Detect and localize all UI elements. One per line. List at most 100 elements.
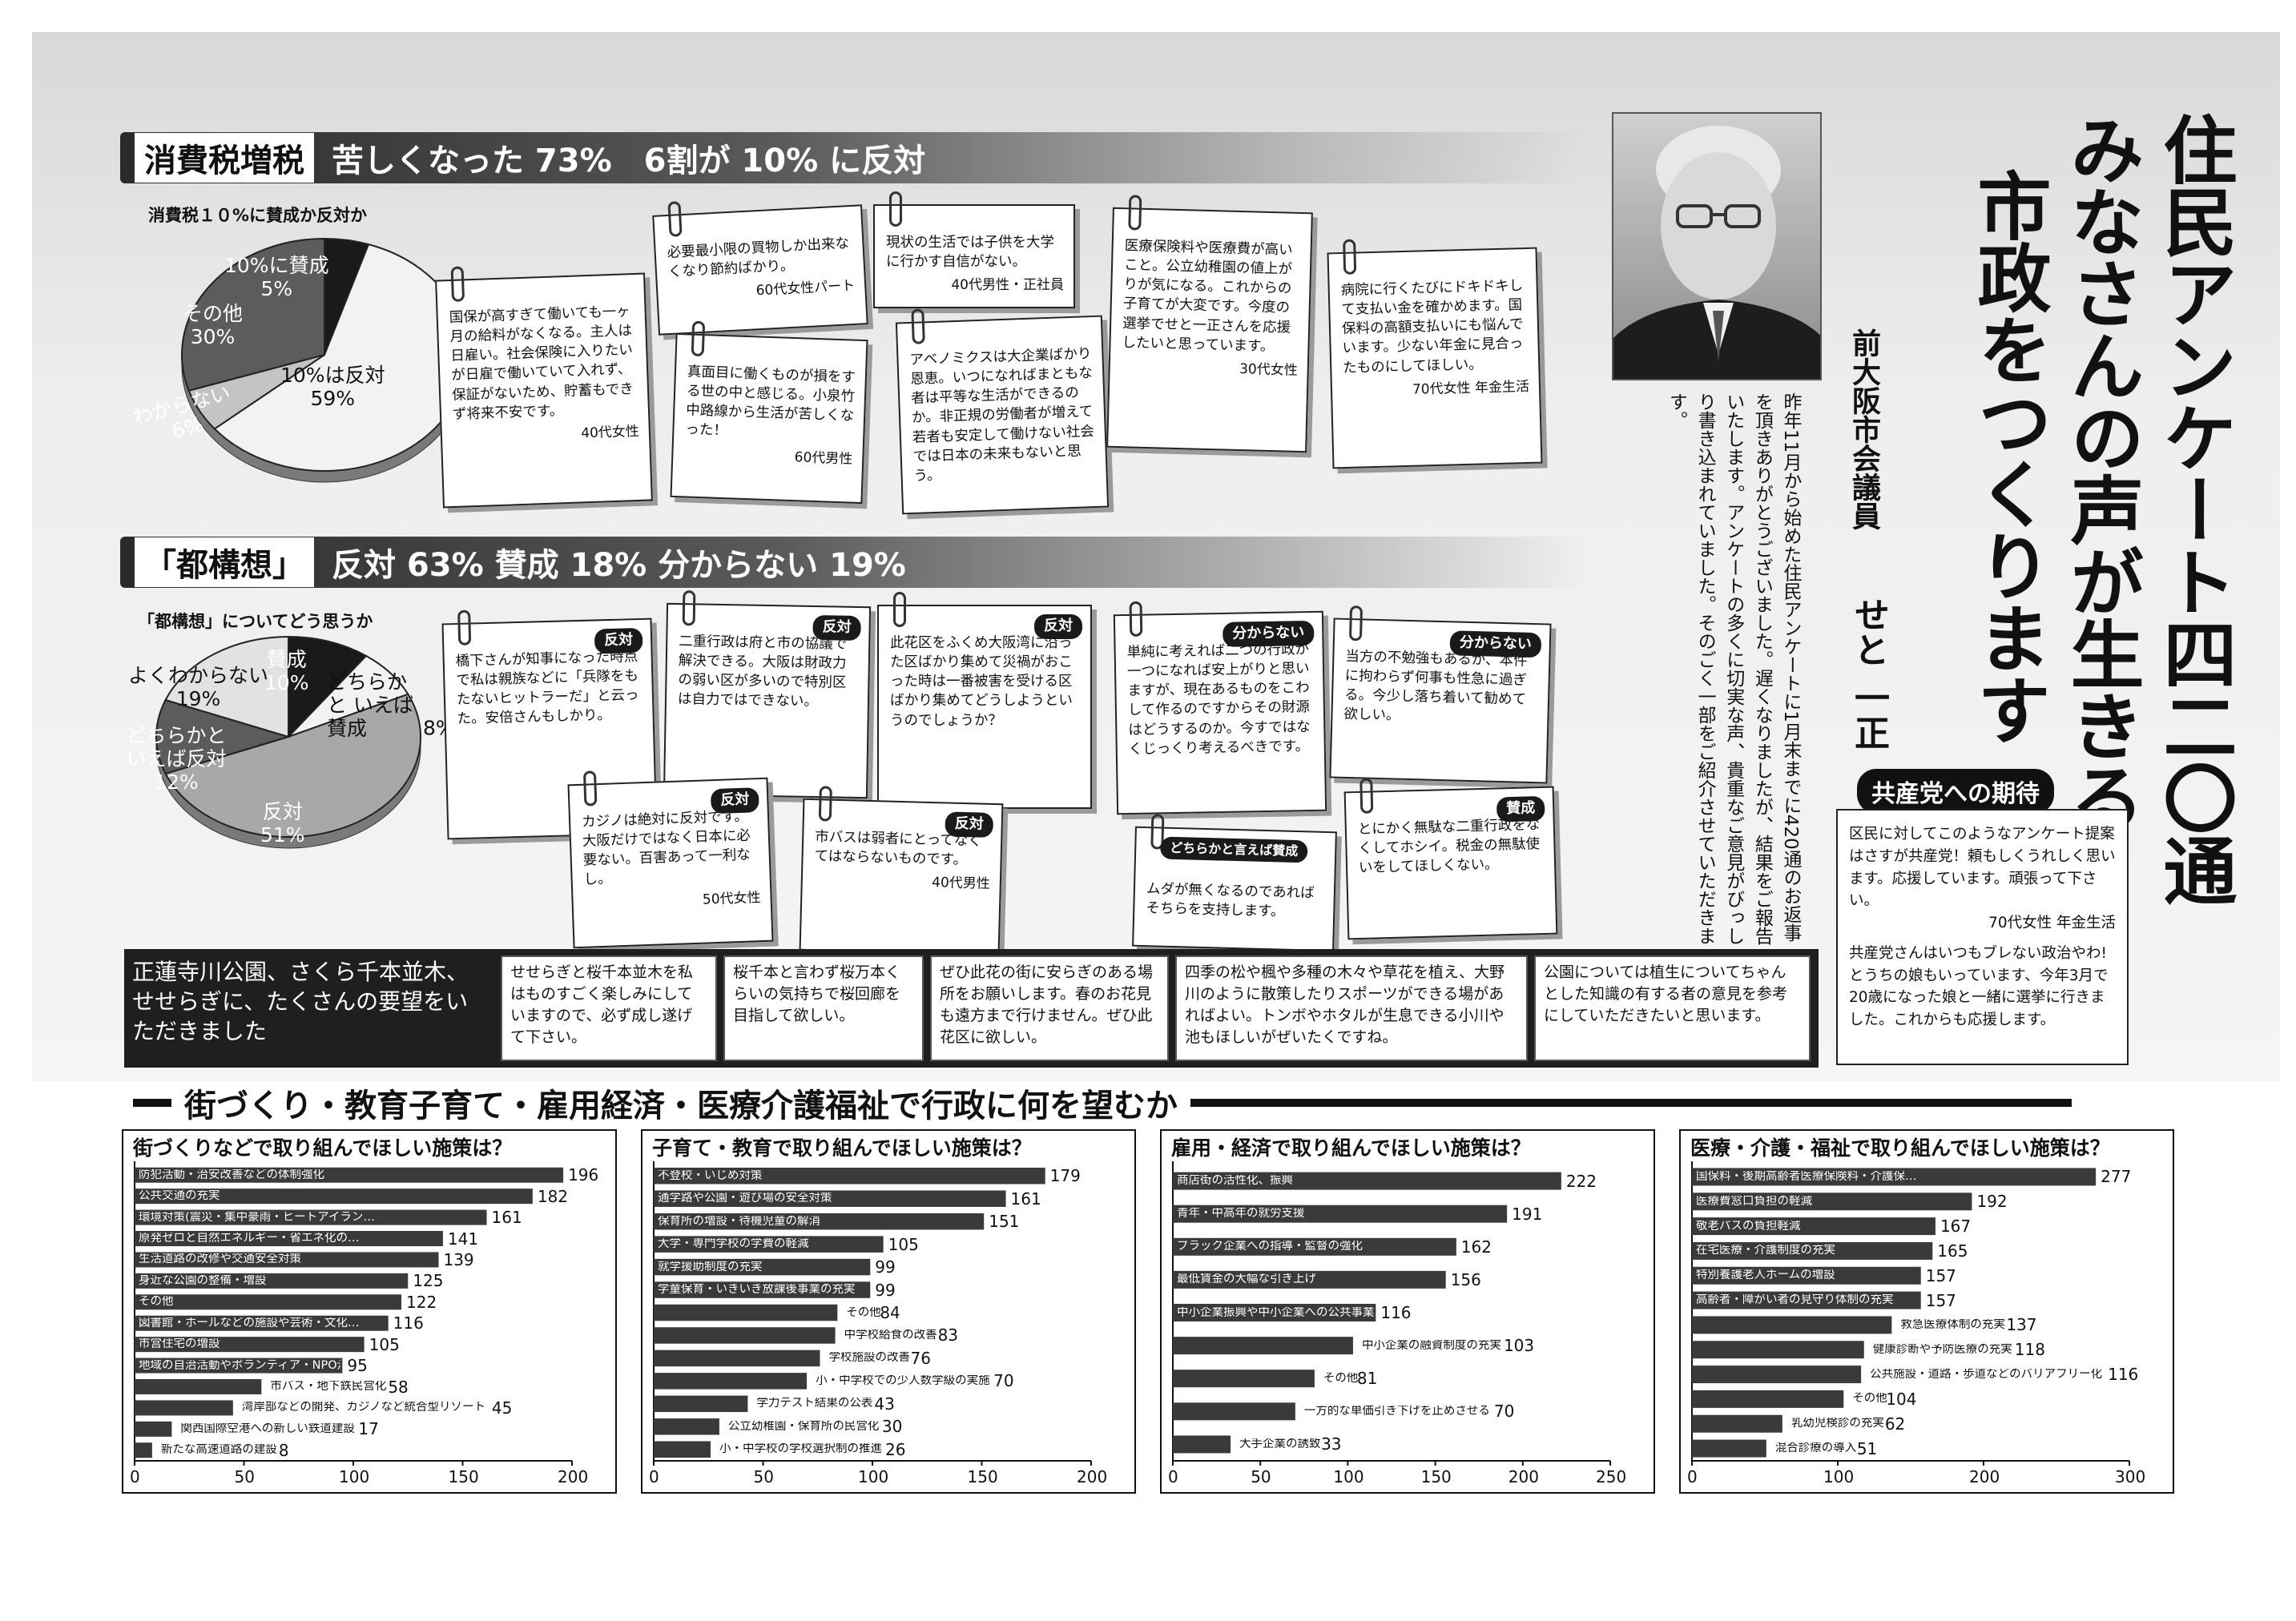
bar-label: 小・中学校での少人数学級の実施 [816, 1374, 990, 1387]
bar-label: 関西国際空港への新しい鉄道建設 [180, 1422, 355, 1435]
x-tick-label: 0 [1687, 1467, 1698, 1486]
comment-note: 分からない 当方の不勉強もあるが、本件に拘わらず何事も性急に過ぎる。今少し落ち着い… [1329, 605, 1552, 784]
pie1-label-sonota: その他 30% [183, 302, 244, 348]
bar [1692, 1291, 1921, 1309]
bar-label: 乳幼児検診の充実 [1790, 1418, 1884, 1430]
paperclip-icon [450, 266, 465, 302]
bar-label: 大学・専門学校の学費の軽減 [658, 1238, 809, 1250]
bar-label: 生活道路の改修や交通安全対策 [139, 1253, 301, 1265]
bar [1692, 1439, 1766, 1458]
park-lead: 正蓮寺川公園、さくら千本並木、せせらぎに、たくさんの要望をいただきました [132, 959, 469, 1045]
bar-value: 192 [1976, 1192, 2008, 1212]
comment-note: 反対 此花区をふくめ大阪湾に沿った区ばかり集めて災禍がおこった時は一番被害を受ける… [877, 592, 1092, 809]
bar-value: 162 [1460, 1237, 1492, 1257]
bar [654, 1190, 1006, 1207]
bar [1173, 1337, 1353, 1355]
bar-label: その他 [139, 1296, 174, 1308]
bar-label: 最低賃金の大幅な引き上げ [1177, 1273, 1316, 1285]
bar-value: 116 [1380, 1303, 1412, 1322]
bar-value: 157 [1925, 1265, 1956, 1285]
bar-chart-plot [134, 1161, 573, 1466]
paperclip-icon [1129, 601, 1143, 637]
bar [654, 1236, 884, 1253]
chart-title: 医療・介護・福祉で取り組んでほしい施策は？ [1690, 1136, 2110, 1160]
comment-note: 分からない 単純に考えれば二つの行政が一つになれば安上がりと思いますが、現在あるも… [1113, 601, 1327, 815]
bar-value: 125 [413, 1271, 444, 1291]
bar [654, 1281, 871, 1298]
bar-value: 161 [491, 1208, 522, 1228]
bar-value: 76 [910, 1348, 931, 1368]
bar-label: 図書館・ホールなどの施設や芸術・文化… [139, 1317, 360, 1329]
bar [1173, 1435, 1231, 1454]
bar-value: 45 [491, 1398, 513, 1418]
kyousan-comment-2: 共産党さんはいつもブレない政治やわ!とうちの娘もいっています、今年3月で20歳に… [1849, 944, 2109, 1028]
bar-label: 医療費窓口負担の軽減 [1696, 1195, 1812, 1208]
bar-label: 通学路や公園・遊び場の安全対策 [658, 1193, 832, 1205]
bar [135, 1378, 262, 1395]
bar [135, 1358, 343, 1374]
bar [1692, 1241, 1933, 1260]
bar-label: 保育所の増設・待機児童の解消 [658, 1215, 820, 1228]
pie1-label-sansei: 10%に賛成 5% [224, 254, 329, 300]
chart-title: 子育て・教育で取り組んでほしい施策は？ [652, 1136, 1032, 1160]
bar [654, 1395, 748, 1413]
bar-value: 118 [2014, 1340, 2045, 1360]
bar-value: 116 [2108, 1365, 2139, 1385]
bar [654, 1167, 1045, 1185]
comment-note: アベノミクスは大企業ばかり恩恵。いつになればまともな者は平等な生活ができるのか。… [895, 308, 1110, 515]
bar-value: 182 [537, 1186, 569, 1206]
paperclip-icon [457, 609, 472, 646]
park-card: ぜひ此花の街に安らぎのある場所をお願いします。春のお花見も遠方まで行けません。ぜ… [930, 955, 1169, 1061]
paperclip-icon [1128, 195, 1142, 231]
bar-value: 95 [347, 1356, 368, 1376]
x-tick-label: 100 [1333, 1467, 1364, 1486]
bar-value: 167 [1940, 1217, 1972, 1237]
bar [1173, 1205, 1508, 1223]
bar-value: 33 [1321, 1434, 1342, 1454]
comment-note: 真面目に働くものが損をする世の中と感じる。小泉竹中路線から生活が苦しくなった！ 6… [670, 320, 868, 505]
paperclip-icon [667, 201, 683, 237]
bar-label: 学力テスト結果の公表 [756, 1398, 873, 1410]
bar [1692, 1266, 1921, 1285]
comment-note: 反対 市バスは弱者にとってなくてはならないものです。 40代男性 [799, 786, 1004, 956]
bar-label: その他 [1852, 1393, 1887, 1405]
bar-label: 公共交通の充実 [139, 1190, 220, 1202]
comment-note: 反対 二重行政は府と市の協議で解決できる。大阪は財政力の弱い区が多いので特別区は自… [663, 590, 872, 799]
x-tick-label: 100 [339, 1467, 370, 1486]
bar [1173, 1370, 1315, 1388]
x-tick-label: 150 [448, 1467, 479, 1486]
candidate-portrait [1612, 112, 1822, 380]
bar-value: 105 [888, 1234, 919, 1254]
toukousou-pie-chart [155, 635, 421, 849]
heading-rule [133, 1099, 171, 1107]
bar-value: 8 [278, 1440, 289, 1460]
pie-slice [164, 693, 421, 838]
bar-label: 新たな高速道路の建設 [160, 1444, 277, 1456]
bar-label: 特別養護老人ホームの増設 [1696, 1269, 1835, 1281]
bar-label: 中小企業の融資制度の充実 [1361, 1339, 1501, 1352]
toukousou-headline: 反対 63% 賛成 18% 分からない 19% [332, 547, 906, 584]
bar [135, 1337, 365, 1353]
x-tick-label: 200 [558, 1467, 589, 1486]
pie2-label-hantai: 反対 51% [260, 800, 305, 847]
main-section-heading: 街づくり・教育子育て・雇用経済・医療介護福祉で行政に何を望むか [120, 1080, 2085, 1126]
bar-value: 151 [989, 1212, 1020, 1232]
x-tick-label: 300 [2115, 1467, 2146, 1486]
bar-value: 116 [393, 1313, 424, 1333]
main-title-line1: 住民アンケート四二〇通 [2151, 112, 2237, 905]
comment-note: 反対 カジノは絶対に反対です。大阪だけではなく日本に必要ない。百害あって一利なし。… [567, 770, 774, 949]
bar-value: 62 [1884, 1414, 1906, 1434]
bar [654, 1327, 836, 1344]
bar-label: 在宅医療・介護制度の充実 [1696, 1245, 1835, 1257]
bar-label: 公立幼稚園・保育所の民営化 [727, 1420, 880, 1433]
comment-note: 病院に行くたびにドキドキして支払い金を確かめます。国保料の高額支払いにも悩んでい… [1327, 239, 1543, 469]
comment-note: 医療保険料や医療費が高いこと。公立幼稚園の値上がりが気になる。これからの子育てが… [1106, 195, 1313, 453]
bar-label: 敬老パスの負担軽減 [1696, 1220, 1801, 1233]
x-tick-label: 250 [1596, 1467, 1627, 1486]
paperclip-icon [818, 786, 832, 822]
x-tick-label: 50 [1251, 1467, 1271, 1486]
bar [654, 1418, 719, 1435]
park-card: 四季の松や楓や多種の木々や草花を植え、大野川のように散策したりスポーツができる場… [1175, 955, 1528, 1061]
portrait-silhouette-icon [1613, 126, 1820, 379]
comment-note: どちらかと言えば賛成 ムダが無くなるのであればそちらを支持します。 [1132, 814, 1337, 952]
